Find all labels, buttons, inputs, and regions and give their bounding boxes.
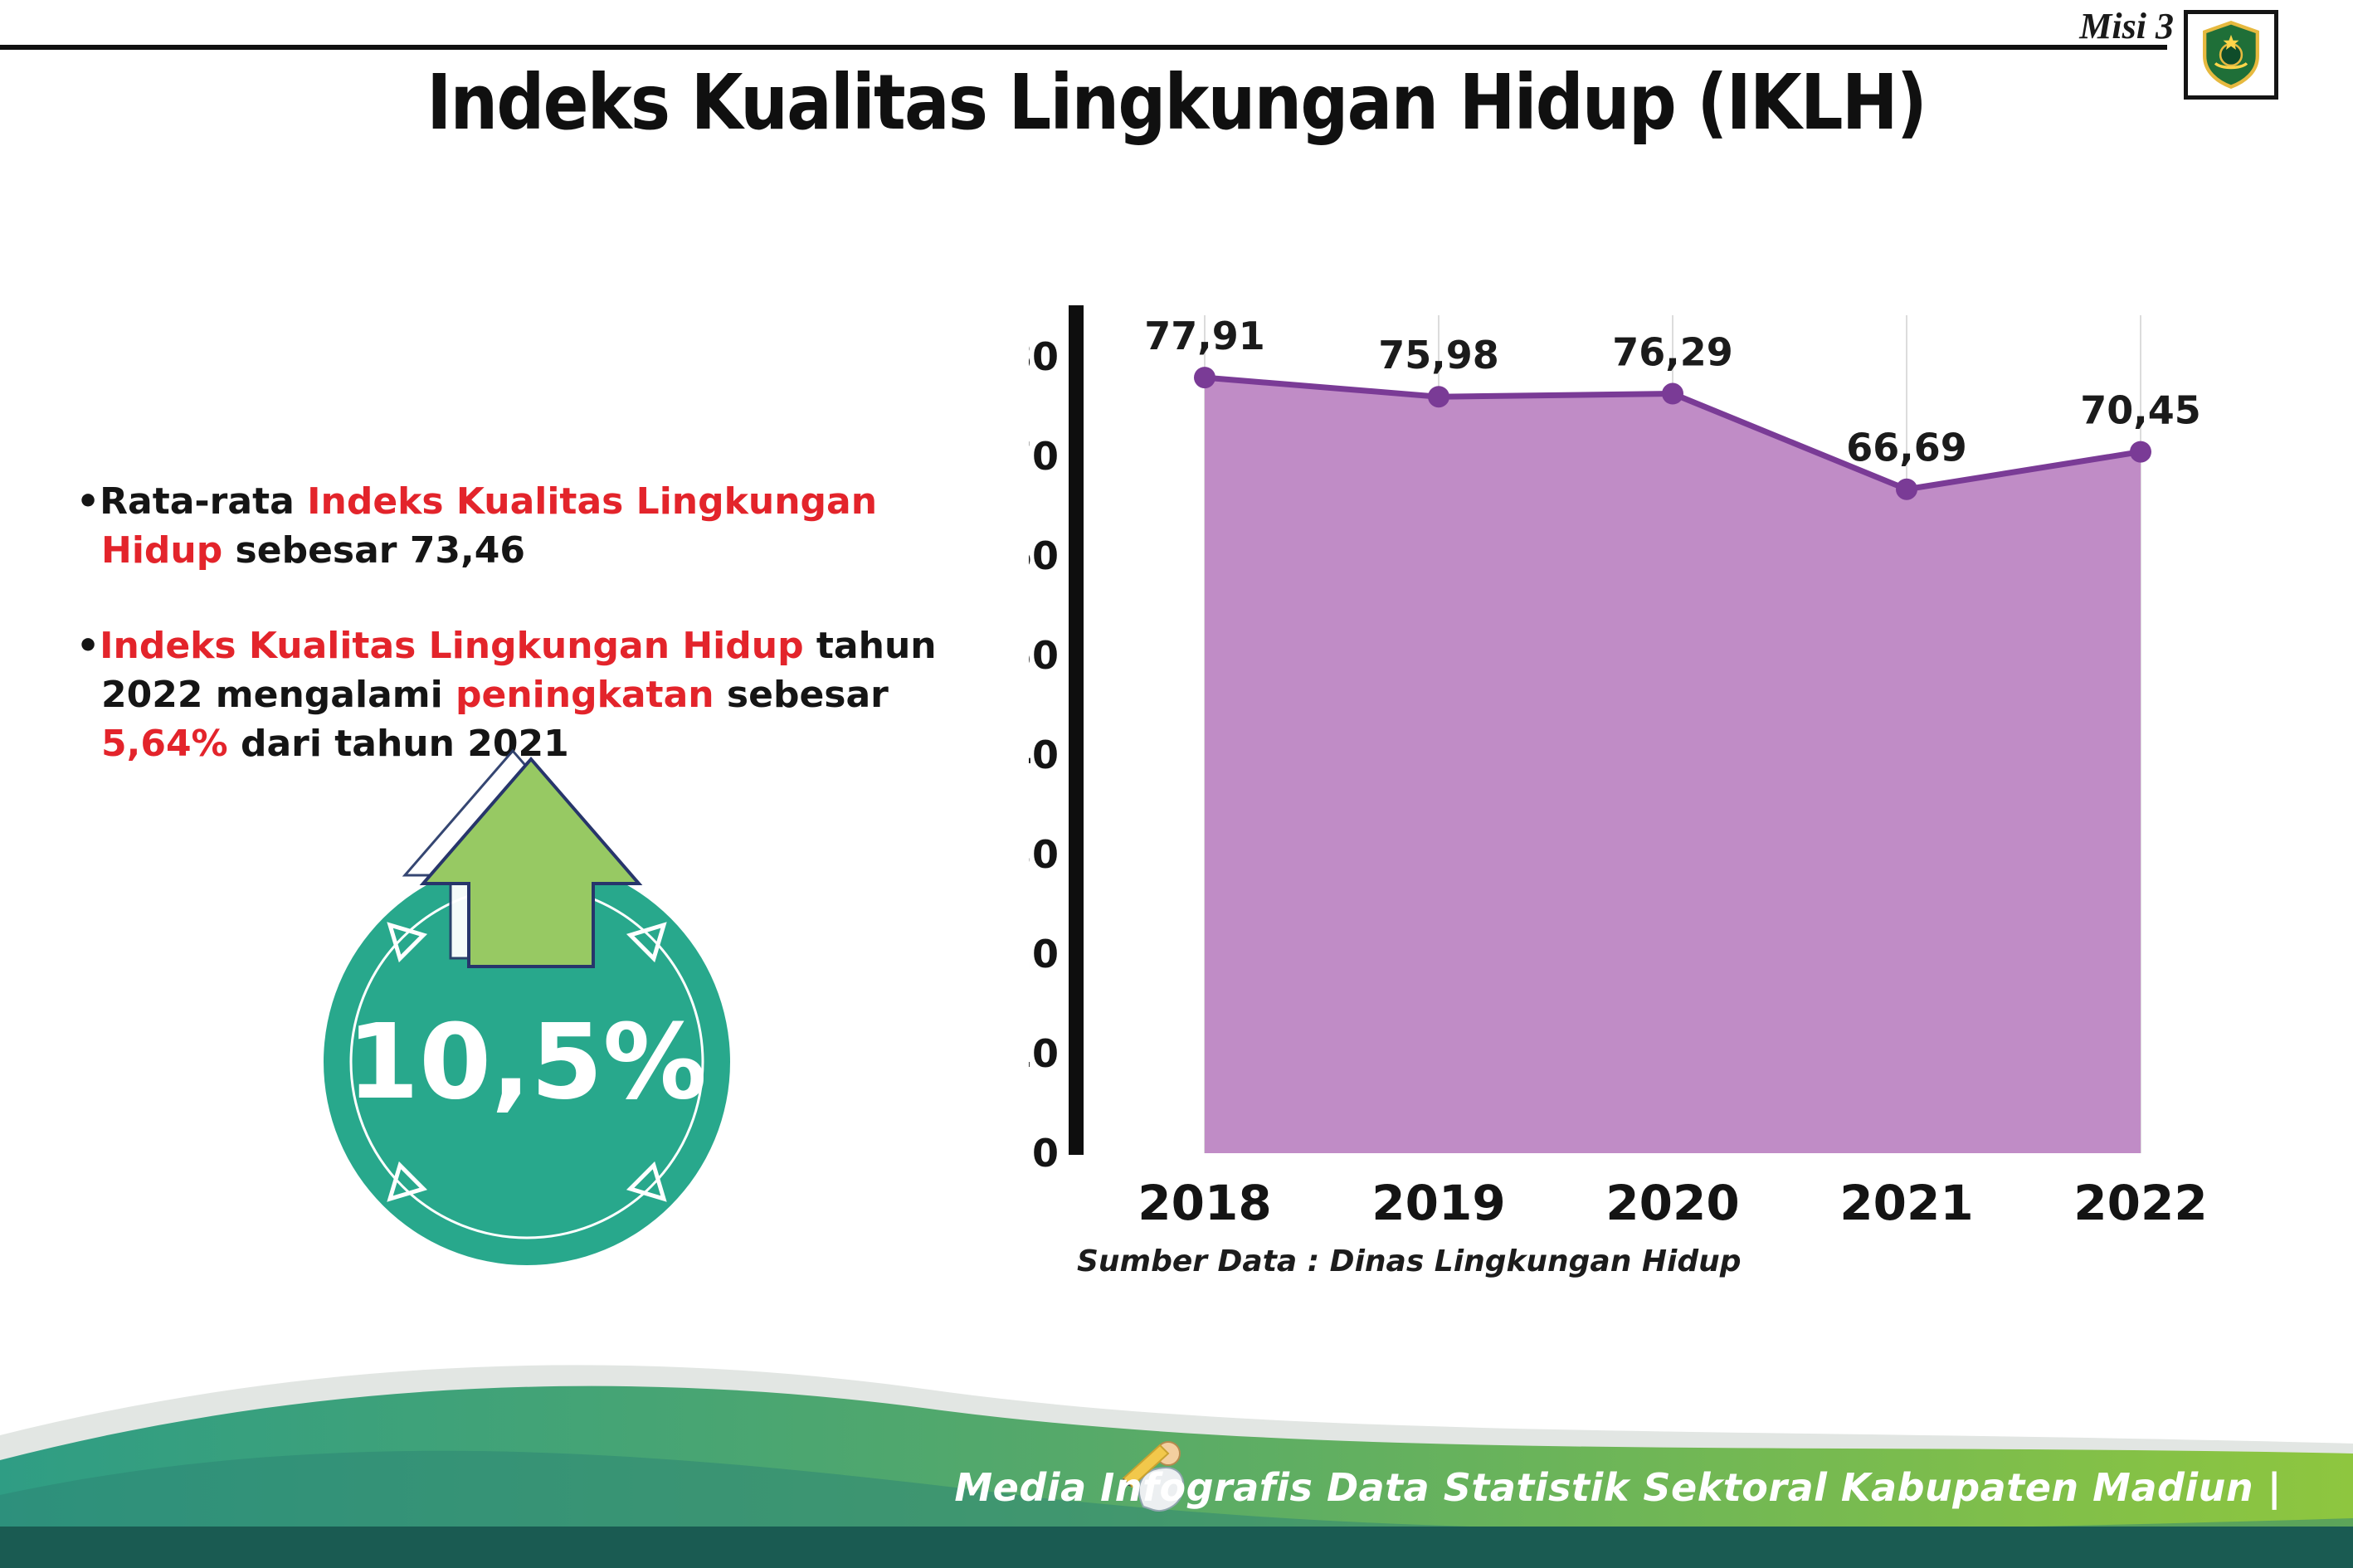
- value-label: 75,98: [1378, 333, 1499, 377]
- y-tick-label: 30: [1029, 832, 1059, 877]
- value-label: 66,69: [1846, 426, 1967, 470]
- footer-caption: Media Infografis Data Statistik Sektoral…: [954, 1465, 2282, 1510]
- badge-value: 10,5%: [347, 1002, 707, 1122]
- y-tick-label: 20: [1029, 932, 1059, 976]
- value-label: 76,29: [1612, 330, 1733, 375]
- data-point: [1428, 386, 1449, 408]
- data-point: [1662, 382, 1683, 405]
- header-rule: [0, 45, 2167, 50]
- badge-circle: [324, 859, 730, 1265]
- summary-bullets: •Rata-rata Indeks Kualitas Lingkungan Hi…: [76, 478, 952, 816]
- y-tick-label: 80: [1029, 334, 1059, 379]
- y-tick-label: 50: [1029, 633, 1059, 678]
- chart-area: [1205, 377, 2141, 1153]
- writer-mascot-icon: [1120, 1441, 1185, 1512]
- footer-bottom-strip: [0, 1527, 2353, 1568]
- increase-arrow-up-icon: [402, 748, 643, 968]
- data-point: [2130, 441, 2151, 463]
- increase-percentage-badge: 10,5%: [324, 748, 730, 1265]
- page-title: Indeks Kualitas Lingkungan Hidup (IKLH): [426, 58, 1928, 147]
- y-tick-label: 70: [1029, 434, 1059, 479]
- chart-source-note: Sumber Data : Dinas Lingkungan Hidup: [1077, 1244, 1742, 1278]
- misi-label: Misi 3: [2079, 6, 2174, 46]
- y-tick-label: 60: [1029, 533, 1059, 578]
- x-tick-label: 2018: [1138, 1175, 1271, 1231]
- y-tick-label: 40: [1029, 733, 1059, 777]
- x-tick-label: 2021: [1839, 1175, 1973, 1231]
- x-tick-label: 2019: [1371, 1175, 1505, 1231]
- bullet-average-iklh: •Rata-rata Indeks Kualitas Lingkungan Hi…: [76, 480, 878, 572]
- kabupaten-madiun-emblem-icon: [2203, 21, 2259, 89]
- value-label: 70,45: [2080, 388, 2201, 433]
- bullet-iklh-increase: •Indeks Kualitas Lingkungan Hidup tahun …: [76, 624, 937, 765]
- y-tick-label: 0: [1032, 1131, 1059, 1176]
- badge-ring-ticks: [387, 922, 667, 1202]
- x-tick-label: 2022: [2073, 1175, 2207, 1231]
- data-point: [1194, 367, 1215, 389]
- data-point: [1896, 478, 1917, 500]
- iklh-area-chart: 77,91 75,98 76,29 66,69 70,45 0 10 20 30 40 50 60 70…: [1029, 305, 2208, 1231]
- kabupaten-madiun-logo: [2184, 10, 2278, 100]
- value-label: 77,91: [1144, 314, 1265, 358]
- x-tick-label: 2020: [1605, 1175, 1739, 1231]
- y-tick-label: 10: [1029, 1031, 1059, 1076]
- y-axis: [1069, 305, 1084, 1155]
